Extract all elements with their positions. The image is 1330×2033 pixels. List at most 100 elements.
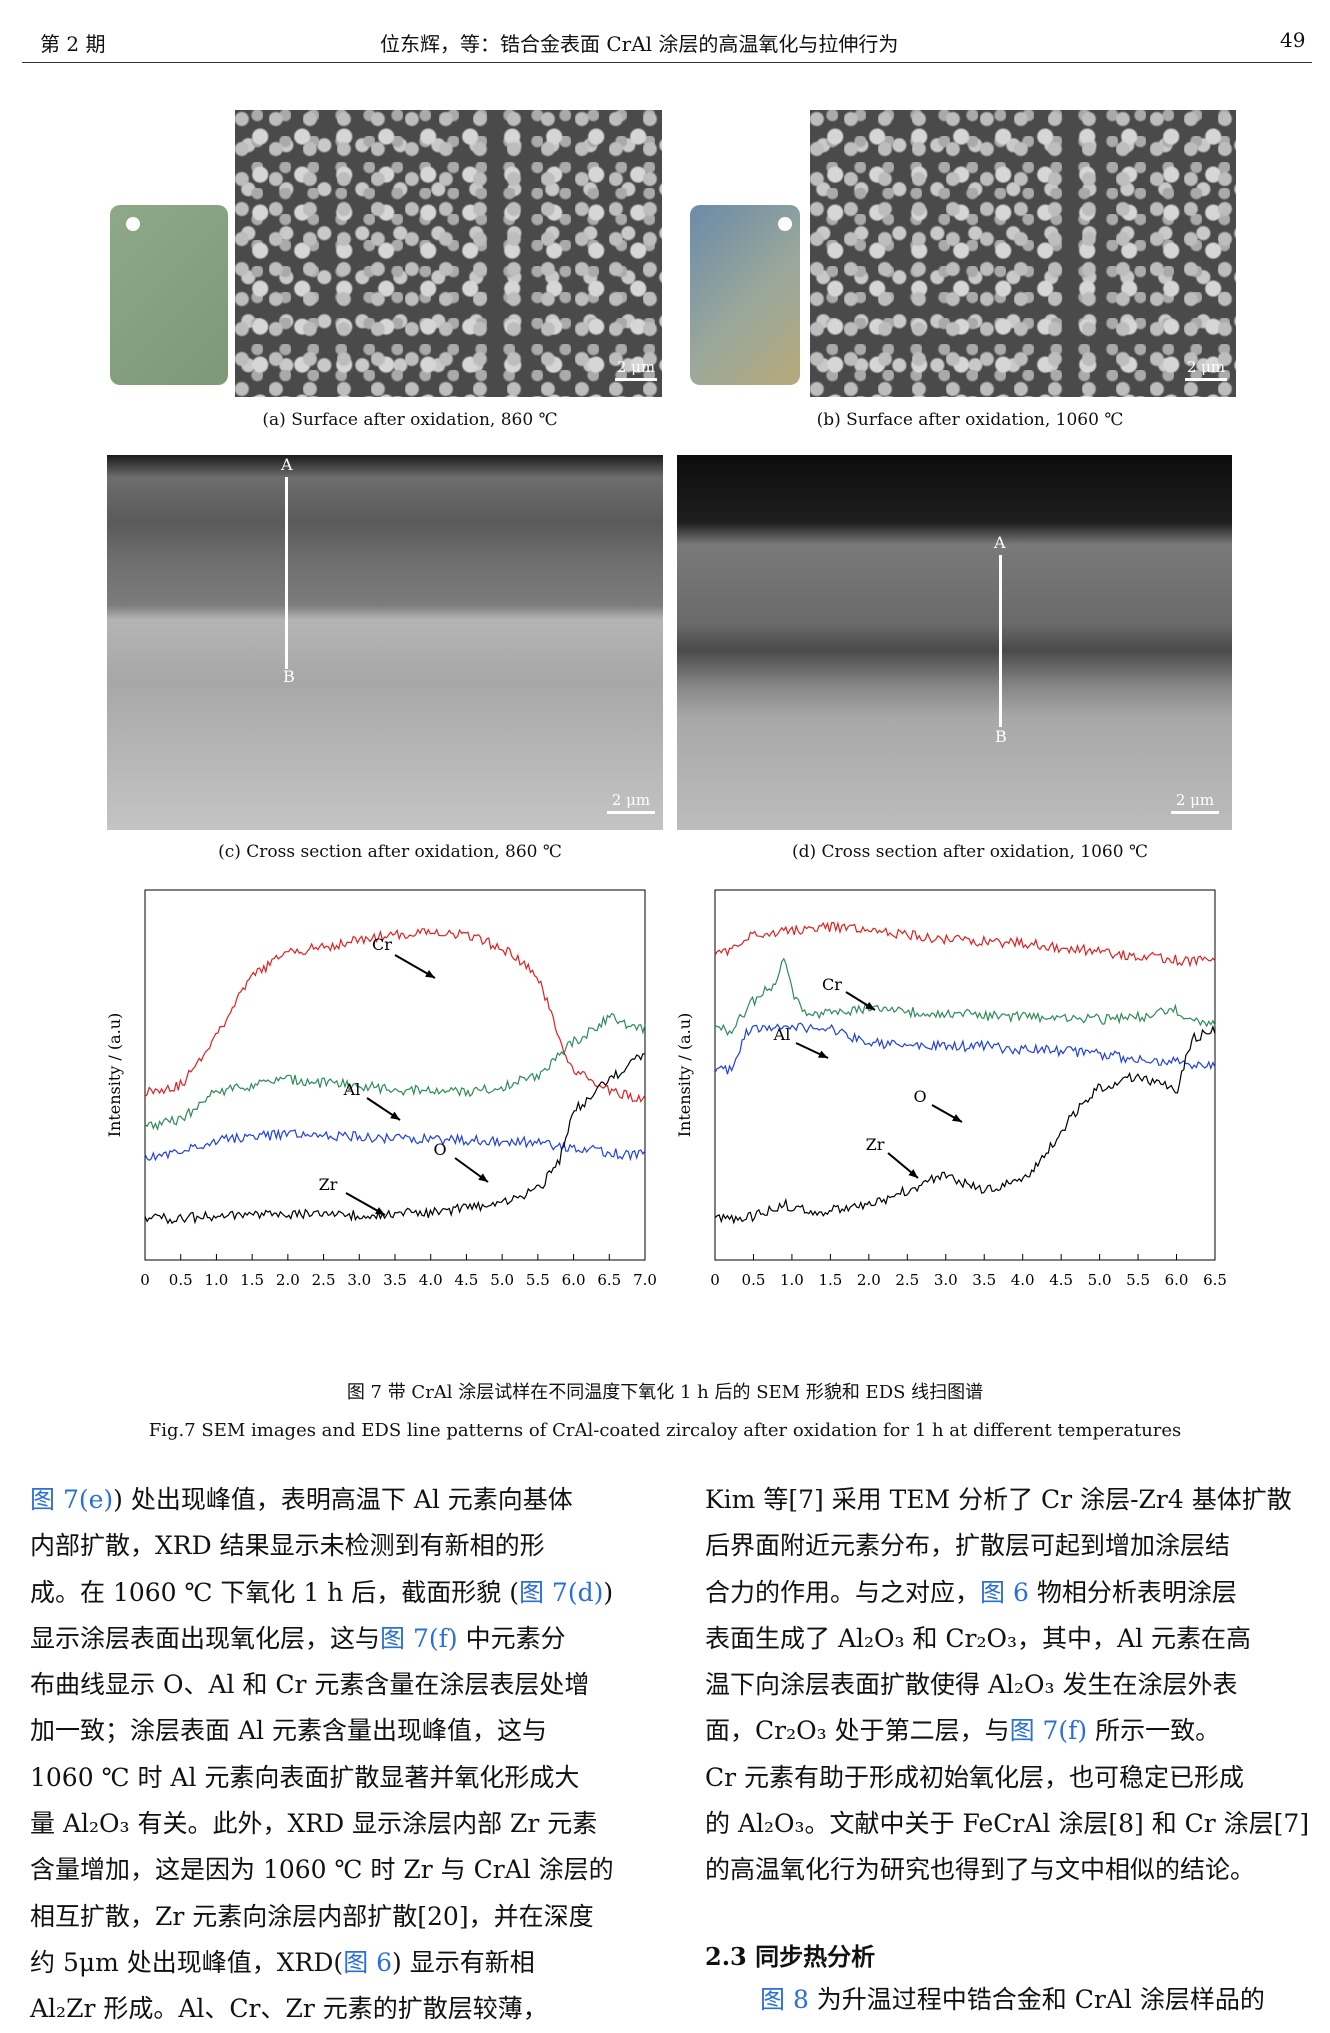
text-span: 加一致；涂层表面 Al 元素含量出现峰值，这与 [30, 1716, 547, 1746]
line-end-label: B [995, 727, 1007, 746]
plot-frame [714, 889, 1216, 1261]
x-tick-label: 3.5 [972, 1271, 996, 1289]
text-span: 内部扩散，XRD 结果显示未检测到有新相的形 [30, 1531, 545, 1561]
arrow-head [478, 1173, 488, 1182]
text-line: 的 Al₂O₃。文献中关于 FeCrAl 涂层[8] 和 Cr 涂层[7] [705, 1801, 1315, 1847]
sample-hole [778, 217, 792, 231]
series-line-o [714, 1022, 1216, 1075]
x-tick-label: 4.0 [1011, 1271, 1035, 1289]
x-tick-label: 1.0 [780, 1271, 804, 1289]
line-start-label: A [994, 533, 1006, 552]
x-tick-label: 4.5 [454, 1271, 478, 1289]
line-start-label: A [281, 455, 293, 474]
arrow-head [952, 1114, 962, 1122]
figure-reference-link[interactable]: 图 7(e) [30, 1485, 114, 1514]
arrow-head [375, 1207, 385, 1215]
text-span: 后界面附近元素分布，扩散层可起到增加涂层结 [705, 1531, 1231, 1561]
arrow-head [865, 1001, 875, 1010]
text-span: 的 Al₂O₃。文献中关于 FeCrAl 涂层[8] 和 Cr 涂层[7] [705, 1809, 1310, 1839]
arrow-head [390, 1111, 400, 1120]
series-line-al [144, 1012, 646, 1132]
text-line: 相互扩散，Zr 元素向涂层内部扩散[20]，并在深度 [30, 1894, 640, 1940]
series-line-o [144, 1128, 646, 1162]
text-line: 布曲线显示 O、Al 和 Cr 元素含量在涂层表层处增 [30, 1662, 640, 1708]
text-line: 的高温氧化行为研究也得到了与文中相似的结论。 [705, 1847, 1315, 1893]
text-line: 图 7(e)) 处出现峰值，表明高温下 Al 元素向基体 [30, 1477, 640, 1523]
x-tick-label: 1.5 [240, 1271, 264, 1289]
text-line: 量 Al₂O₃ 有关。此外，XRD 显示涂层内部 Zr 元素 [30, 1801, 640, 1847]
series-line-cr [714, 921, 1216, 968]
figure-reference-link[interactable]: 图 7(f) [380, 1623, 458, 1653]
x-tick-label: 7.0 [633, 1271, 657, 1289]
sample-hole [126, 217, 140, 231]
eds-chart-860: 0 0.5 1.0 1.5 2.0 2.5 3.0 3.5 4.0 4.5 5.0 5.5 6.0 6.5… [105, 889, 657, 1289]
line-end-label: B [283, 667, 295, 686]
figure-reference-link[interactable]: 图 7(d) [518, 1577, 604, 1607]
arrow-head [908, 1169, 918, 1178]
sem-surface-1060 [810, 110, 1236, 397]
figure-reference-link[interactable]: 图 8 [760, 1985, 809, 2014]
x-tick-label: 5.0 [1088, 1271, 1112, 1289]
text-line: 图 8 为升温过程中锆合金和 CrAl 涂层样品的 [760, 1977, 1320, 2023]
series-label: O [433, 1140, 446, 1159]
text-line: 显示涂层表面出现氧化层，这与图 7(f) 中元素分 [30, 1616, 640, 1662]
series-label: O [913, 1087, 926, 1106]
text-span: 相互扩散，Zr 元素向涂层内部扩散[20]，并在深度 [30, 1901, 594, 1931]
text-span: 1060 ℃ 时 Al 元素向表面扩散显著并氧化形成大 [30, 1762, 580, 1792]
text-span: 合力的作用。与之对应， [705, 1577, 981, 1607]
x-tick-label: 5.0 [490, 1271, 514, 1289]
series-label: Cr [822, 975, 842, 994]
x-tick-label: 4.0 [419, 1271, 443, 1289]
text-span: Cr 元素有助于形成初始氧化层，也可稳定已形成 [705, 1762, 1245, 1792]
text-span: 布曲线显示 O、Al 和 Cr 元素含量在涂层表层处增 [30, 1670, 590, 1700]
x-tick-label: 0 [140, 1271, 150, 1289]
text-line: Kim 等[7] 采用 TEM 分析了 Cr 涂层-Zr4 基体扩散 [705, 1477, 1315, 1523]
text-span: 所示一致。 [1087, 1716, 1221, 1746]
subcaption-b: (b) Surface after oxidation, 1060 ℃ [816, 410, 1124, 430]
text-span: 物相分析表明涂层 [1028, 1577, 1237, 1607]
x-tick-label: 4.5 [1049, 1271, 1073, 1289]
text-line: 1060 ℃ 时 Al 元素向表面扩散显著并氧化形成大 [30, 1755, 640, 1801]
figure-reference-link[interactable]: 图 6 [980, 1577, 1029, 1607]
text-span: 含量增加，这是因为 1060 ℃ 时 Zr 与 CrAl 涂层的 [30, 1855, 614, 1885]
text-span: 显示涂层表面出现氧化层，这与 [30, 1623, 381, 1653]
figure-reference-link[interactable]: 图 7(f) [1009, 1716, 1088, 1746]
text-span: 为升温过程中锆合金和 CrAl 涂层样品的 [808, 1985, 1265, 2014]
x-tick-label: 3.0 [934, 1271, 958, 1289]
arrow-head [425, 970, 435, 978]
x-tick-label: 6.0 [1165, 1271, 1189, 1289]
profile-line [999, 555, 1002, 727]
section-heading: 2.3 同步热分析 [705, 1942, 876, 1971]
running-title: 位东辉，等：锆合金表面 CrAl 涂层的高温氧化与拉伸行为 [380, 32, 899, 56]
text-span: 面，Cr₂O₃ 处于第二层，与 [705, 1716, 1010, 1746]
subcaption-d: (d) Cross section after oxidation, 1060 … [791, 842, 1148, 862]
x-tick-label: 2.5 [312, 1271, 336, 1289]
plot-frame [144, 889, 646, 1261]
text-line: 温下向涂层表面扩散使得 Al₂O₃ 发生在涂层外表 [705, 1662, 1315, 1708]
text-line: 后界面附近元素分布，扩散层可起到增加涂层结 [705, 1523, 1315, 1569]
figure-caption-en: Fig.7 SEM images and EDS line patterns o… [148, 1420, 1182, 1441]
header-rule [22, 62, 1312, 63]
scale-bar: 2 μm [615, 358, 657, 381]
text-span: 量 Al₂O₃ 有关。此外，XRD 显示涂层内部 Zr 元素 [30, 1809, 598, 1839]
figure-caption-cn: 图 7 带 CrAl 涂层试样在不同温度下氧化 1 h 后的 SEM 形貌和 E… [346, 1382, 984, 1403]
arrow-head [818, 1050, 828, 1058]
body-column-right: Kim 等[7] 采用 TEM 分析了 Cr 涂层-Zr4 基体扩散后界面附近元… [705, 1477, 1315, 1894]
series-line-zr [714, 1024, 1216, 1225]
x-tick-label: 0.5 [169, 1271, 193, 1289]
x-tick-label: 1.0 [204, 1271, 228, 1289]
issue-number: 第 2 期 [40, 32, 106, 56]
x-tick-label: 0 [710, 1271, 720, 1289]
text-span: ) 显示有新相 [392, 1947, 535, 1977]
scale-bar: 2 μm [607, 791, 655, 814]
sample-photo-1060 [690, 205, 800, 385]
x-tick-label: 5.5 [1126, 1271, 1150, 1289]
figure-reference-link[interactable]: 图 6 [343, 1947, 393, 1977]
series-line-zr [144, 1053, 646, 1225]
sample-photo-860 [110, 205, 228, 385]
sem-surface-860 [235, 110, 662, 397]
scale-bar: 2 μm [1171, 791, 1219, 814]
text-span: 的高温氧化行为研究也得到了与文中相似的结论。 [705, 1855, 1256, 1885]
text-span: 中元素分 [457, 1623, 566, 1653]
eds-chart-1060: 0 0.5 1.0 1.5 2.0 2.5 3.0 3.5 4.0 4.5 5.0 5.5 6.0 6.5… [675, 889, 1227, 1289]
